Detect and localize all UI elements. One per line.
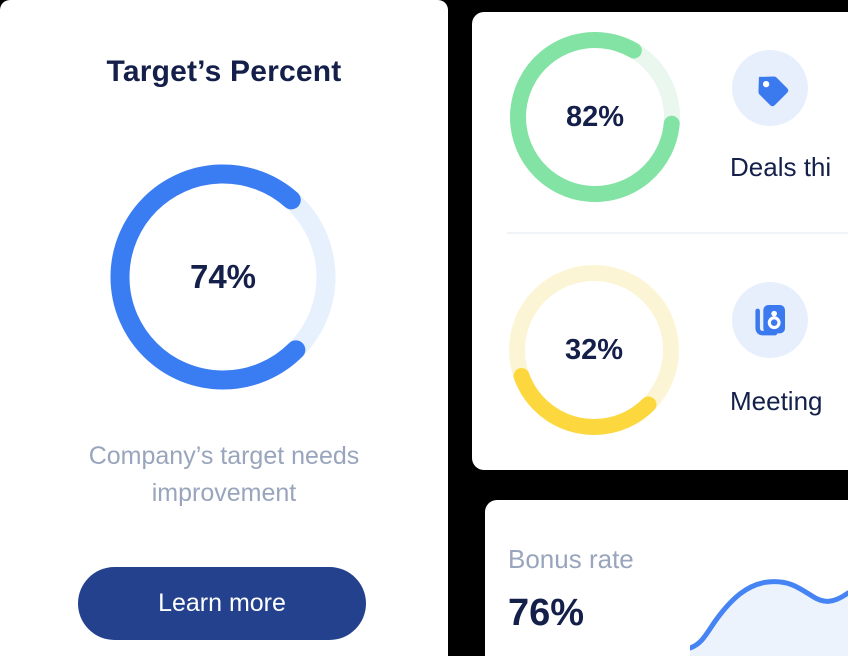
target-card-title: Target’s Percent xyxy=(106,55,342,88)
deals-percent-value: 82% xyxy=(565,100,625,133)
target-percent-card: Target’s Percent 74% Company’s target ne… xyxy=(0,0,448,656)
meeting-percent-value: 32% xyxy=(564,333,624,366)
deals-gauge-svg xyxy=(510,32,680,202)
tag-icon xyxy=(758,76,789,107)
bonus-rate-label: Bonus rate xyxy=(508,544,634,574)
target-gauge-svg xyxy=(110,164,336,390)
meeting-gauge-svg xyxy=(509,265,679,435)
target-subtitle-line2: improvement xyxy=(151,479,297,507)
target-subtitle-line1: Company’s target needs xyxy=(88,442,360,470)
deals-gauge-progress xyxy=(510,32,680,202)
bonus-rate-value: 76% xyxy=(508,592,585,634)
contacts-icon xyxy=(755,305,785,336)
learn-more-button[interactable]: Learn more xyxy=(78,567,366,640)
bonus-sparkline-line xyxy=(690,579,848,651)
deals-icon-badge xyxy=(732,50,808,126)
deals-gauge: 82% xyxy=(510,32,680,202)
meeting-label: Meeting xyxy=(730,386,823,416)
deals-label: Deals thi xyxy=(730,152,832,182)
meeting-icon-badge xyxy=(732,282,808,358)
bonus-rate-card: Bonus rate 76% xyxy=(485,500,848,656)
bonus-sparkline-area xyxy=(690,581,848,656)
meeting-gauge-progress xyxy=(509,265,679,435)
target-gauge: 74% xyxy=(110,164,336,390)
target-subtitle: Company’s target needs improvement xyxy=(0,438,448,512)
target-percent-value: 74% xyxy=(189,258,257,295)
row-divider xyxy=(507,232,848,234)
bonus-sparkline xyxy=(690,579,848,656)
meeting-gauge: 32% xyxy=(509,265,679,435)
stats-card: 82% Deals thi 32% xyxy=(472,12,848,470)
target-gauge-progress xyxy=(110,164,336,390)
